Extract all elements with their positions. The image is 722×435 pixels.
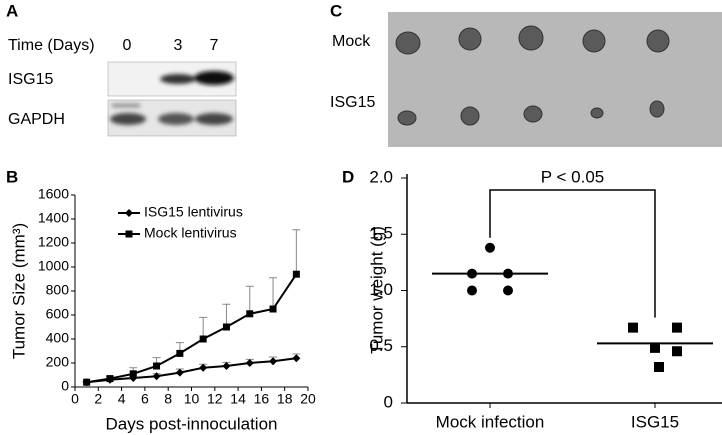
- x-tick-label: 16: [254, 391, 270, 407]
- data-point: [292, 354, 301, 363]
- y-tick-label: 1000: [38, 258, 69, 274]
- data-point: [654, 362, 664, 372]
- blot-row-label: GAPDH: [8, 111, 65, 128]
- y-tick-label: 0.5: [369, 336, 393, 355]
- x-tick-label: 6: [141, 391, 149, 407]
- x-tick-label: 10: [184, 391, 200, 407]
- y-tick-label: 800: [46, 282, 70, 298]
- y-tick-label: 600: [46, 306, 70, 322]
- error-bar: [245, 285, 254, 314]
- time-label: 0: [123, 37, 132, 54]
- panel-label: A: [6, 1, 18, 20]
- y-tick-label: 1600: [38, 186, 69, 202]
- panel-label: C: [330, 1, 342, 20]
- photo-row-label: ISG15: [330, 94, 375, 111]
- blot-row-label: ISG15: [8, 71, 53, 88]
- series-line: [86, 273, 298, 384]
- x-tick-label: 8: [164, 391, 172, 407]
- x-tick-label: ISG15: [631, 412, 679, 431]
- y-tick-label: 1.0: [369, 280, 393, 299]
- legend-marker: [125, 209, 133, 217]
- data-point: [672, 322, 682, 333]
- data-point: [503, 285, 513, 296]
- time-label: 7: [210, 37, 219, 54]
- x-axis-title: Days post-innoculation: [106, 414, 278, 433]
- data-point: [199, 363, 208, 372]
- legend-marker: [125, 230, 133, 238]
- data-point: [152, 372, 161, 381]
- legend-label: Mock lentivirus: [144, 225, 237, 241]
- data-point: [245, 359, 254, 367]
- data-point: [175, 368, 184, 377]
- data-point: [83, 378, 91, 386]
- photo-row-label: Mock: [332, 33, 371, 50]
- x-tick-label: 2: [94, 391, 102, 407]
- data-point: [176, 349, 184, 357]
- data-point: [628, 322, 638, 333]
- tumor-photo: [388, 12, 722, 147]
- error-bar: [199, 316, 208, 339]
- data-point: [222, 362, 231, 370]
- x-tick-label: Mock infection: [436, 412, 545, 431]
- y-axis-title: Tumor Size (mm³): [9, 223, 28, 359]
- x-tick-label: 18: [277, 391, 293, 407]
- data-point: [650, 342, 660, 353]
- data-point: [467, 285, 477, 296]
- x-tick-label: 0: [71, 391, 79, 407]
- y-axis-title: Tumor weight (g): [367, 226, 386, 354]
- error-bar: [222, 303, 231, 327]
- data-point: [222, 323, 230, 331]
- data-point: [292, 270, 300, 278]
- y-tick-label: 1400: [38, 210, 69, 226]
- data-point: [106, 375, 114, 383]
- x-tick-label: 4: [118, 391, 126, 407]
- x-tick-label: 12: [207, 391, 223, 407]
- data-point: [129, 370, 137, 378]
- y-tick-label: 0: [384, 392, 393, 411]
- x-tick-label: 14: [230, 391, 246, 407]
- data-point: [246, 310, 254, 318]
- error-bar: [269, 277, 278, 309]
- significance-bracket: [489, 189, 656, 318]
- panel-label: B: [6, 167, 18, 186]
- data-point: [269, 305, 277, 313]
- x-tick-label: 20: [300, 391, 316, 407]
- tumors: [395, 25, 670, 126]
- y-tick-label: 2.0: [369, 167, 393, 186]
- data-point: [269, 357, 278, 366]
- time-label: Time (Days): [8, 37, 95, 54]
- y-tick-label: 1200: [38, 234, 69, 250]
- series-line: [86, 357, 297, 384]
- y-tick-label: 400: [46, 330, 70, 346]
- y-tick-label: 0: [61, 378, 69, 394]
- y-tick-label: 1.5: [369, 224, 393, 243]
- error-bar: [292, 229, 301, 275]
- legend-label: ISG15 lentivirus: [144, 204, 243, 220]
- time-label: 3: [174, 37, 183, 54]
- annotation: P < 0.05: [541, 167, 605, 186]
- blot-bands: [110, 71, 234, 125]
- data-point: [672, 346, 682, 357]
- y-tick-label: 200: [46, 354, 70, 370]
- data-point: [485, 242, 495, 253]
- data-point: [199, 335, 207, 343]
- data-point: [153, 362, 161, 370]
- panel-label: D: [342, 167, 354, 186]
